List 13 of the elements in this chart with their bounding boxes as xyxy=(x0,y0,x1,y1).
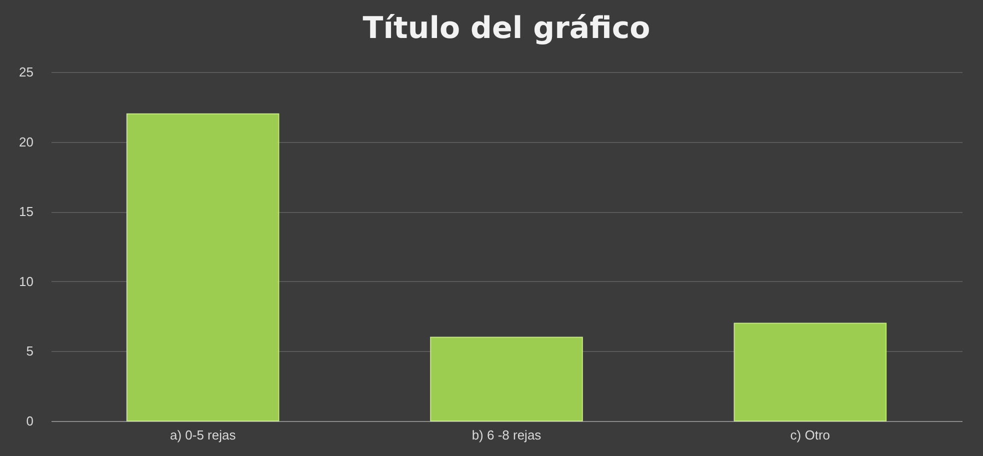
chart-title: Título del gráfico xyxy=(362,11,650,46)
y-tick-label: 5 xyxy=(26,344,34,359)
bar xyxy=(734,322,887,422)
y-tick-label: 25 xyxy=(19,64,34,80)
y-tick-label: 20 xyxy=(19,134,34,150)
x-tick-label: c) Otro xyxy=(790,428,830,442)
y-tick-label: 0 xyxy=(26,414,34,428)
bar xyxy=(126,113,280,422)
bar xyxy=(430,336,583,422)
x-tick-label: b) 6 -8 rejas xyxy=(472,428,542,442)
y-tick-label: 15 xyxy=(19,204,34,220)
x-tick-label: a) 0-5 rejas xyxy=(170,428,236,442)
y-tick-label: 10 xyxy=(19,274,34,289)
